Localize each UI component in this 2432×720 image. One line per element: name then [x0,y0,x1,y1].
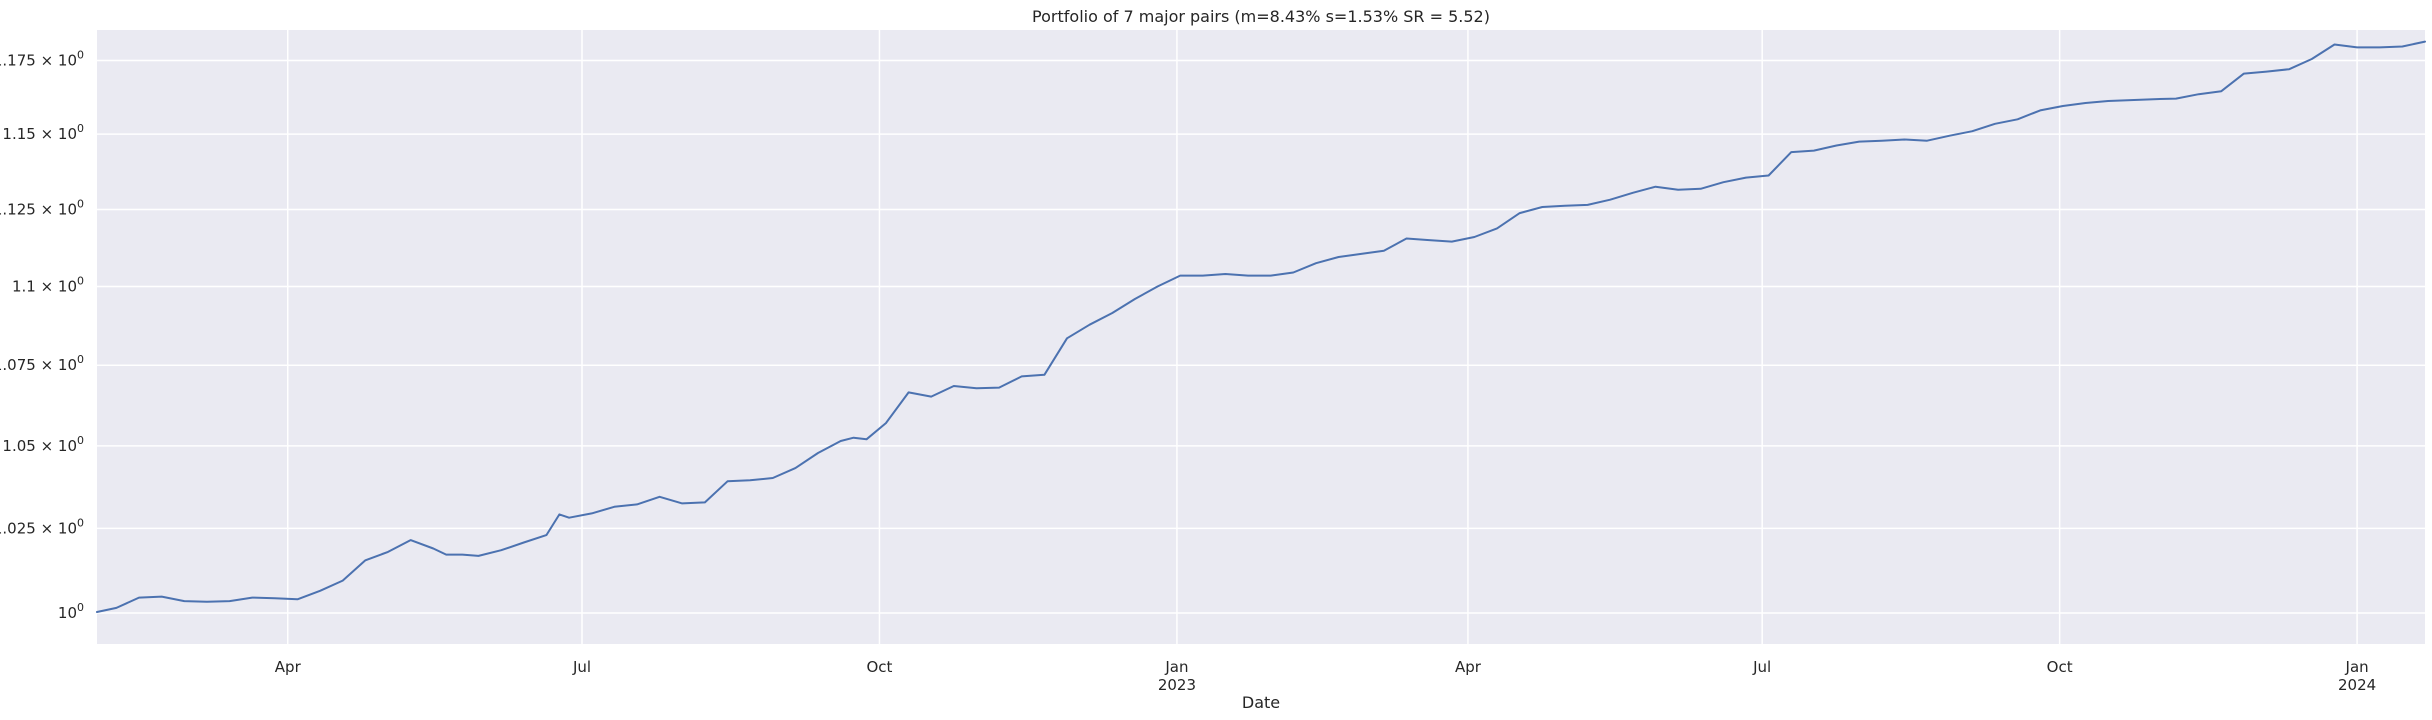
x-gridlines [287,30,2358,644]
y-tick-base: 1.15 × 10 [2,125,77,143]
x-tick-label: Jan [1164,658,1188,676]
y-gridlines [97,59,2425,614]
y-tick-label: 1.05 × 100 [2,434,84,455]
y-tick-label: 1.15 × 100 [2,122,84,143]
y-tick-label: 1.125 × 100 [0,197,84,218]
x-tick-label: Jan [2345,658,2369,676]
y-tick-label: 100 [58,601,84,622]
y-tick-base: 1.025 × 10 [0,519,77,537]
y-tick-base: 10 [58,604,77,622]
y-tick-base: 1.075 × 10 [0,356,77,374]
x-tick-year-label: 2024 [2338,676,2376,694]
x-tick-label: Apr [1455,658,1482,676]
y-tick-label: 1.1 × 100 [12,274,84,295]
y-tick-exponent: 0 [77,274,84,287]
y-tick-base: 1.05 × 10 [2,437,77,455]
y-tick-label: 1.025 × 100 [0,516,84,537]
y-tick-base: 1.1 × 10 [12,277,77,295]
y-tick-exponent: 0 [77,122,84,135]
y-tick-base: 1.175 × 10 [0,51,77,69]
x-tick-label: Jul [1752,658,1771,676]
y-tick-base: 1.125 × 10 [0,200,77,218]
y-tick-exponent: 0 [77,48,84,61]
x-axis-label: Date [1242,693,1280,712]
y-tick-label: 1.075 × 100 [0,353,84,374]
y-tick-exponent: 0 [77,434,84,447]
series-line [96,40,2426,613]
x-tick-year-label: 2023 [1158,676,1196,694]
x-tick-label: Jul [572,658,591,676]
y-tick-exponent: 0 [77,353,84,366]
x-tick-label: Oct [866,658,892,676]
plot-background [97,30,2425,644]
y-tick-label: 1.175 × 100 [0,48,84,69]
y-tick-exponent: 0 [77,601,84,614]
x-tick-label: Oct [2047,658,2073,676]
y-tick-exponent: 0 [77,516,84,529]
chart-title: Portfolio of 7 major pairs (m=8.43% s=1.… [1032,7,1490,26]
y-tick-exponent: 0 [77,197,84,210]
x-tick-label: Apr [275,658,302,676]
